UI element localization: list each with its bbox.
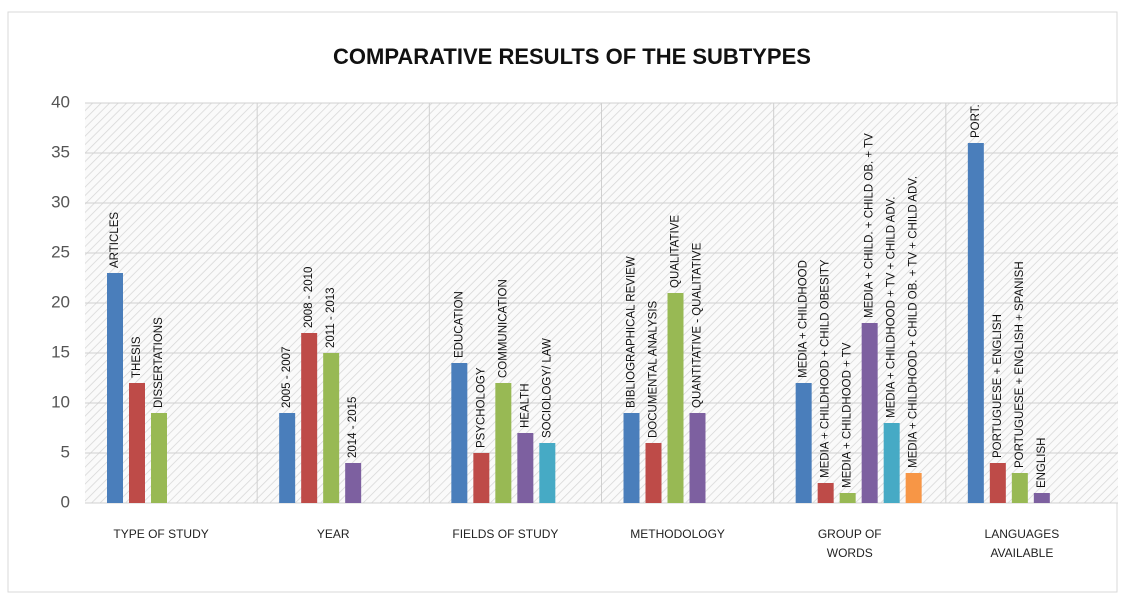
bar-label: 2008 - 2010 xyxy=(303,267,315,328)
bar xyxy=(645,443,662,503)
bar xyxy=(495,383,512,503)
bar-label: 2005 - 2007 xyxy=(281,347,293,408)
y-tick-label: 20 xyxy=(51,292,70,311)
bar xyxy=(861,323,878,503)
bar xyxy=(689,413,706,503)
bar xyxy=(345,463,362,503)
bar xyxy=(107,273,123,503)
bar-label: PORT. xyxy=(970,104,982,138)
bar-label: BIBLIOGRAPHICAL REVIEW xyxy=(626,256,638,408)
bar xyxy=(989,463,1006,503)
bar-label: MEDIA + CHILDHOOD + TV xyxy=(842,342,854,488)
bar xyxy=(473,453,490,503)
bar xyxy=(323,353,340,503)
bar-label: QUALITATIVE xyxy=(670,215,682,288)
y-tick-label: 30 xyxy=(51,192,70,211)
bar-label: PSYCHOLOGY xyxy=(475,367,487,448)
bar xyxy=(817,483,834,503)
bar xyxy=(795,383,812,503)
bar-label: PORTUGUESE + ENGLISH + SPANISH xyxy=(1014,261,1026,468)
bar xyxy=(517,433,534,503)
bar xyxy=(1011,473,1028,503)
bar xyxy=(839,493,856,503)
y-tick-label: 40 xyxy=(51,92,70,111)
y-tick-label: 35 xyxy=(51,142,70,161)
group-label: TYPE OF STUDY xyxy=(113,527,209,541)
bar-label: MEDIA + CHILDHOOD xyxy=(798,260,810,378)
y-tick-label: 10 xyxy=(51,392,70,411)
bar-label: SOCIOLOGY/ LAW xyxy=(541,338,553,438)
chart-title: COMPARATIVE RESULTS OF THE SUBTYPES xyxy=(333,44,811,69)
y-tick-label: 0 xyxy=(61,492,70,511)
bar xyxy=(151,413,167,503)
y-tick-label: 5 xyxy=(61,442,70,461)
bar-label: THESIS xyxy=(131,336,143,378)
bar-label: MEDIA + CHILDHOOD + CHILD OB. + TV + CHI… xyxy=(908,176,920,468)
bar-label: MEDIA + CHILDHOOD + TV + CHILD ADV. xyxy=(886,197,898,418)
group-label: YEAR xyxy=(316,527,350,541)
bar xyxy=(301,333,318,503)
bar xyxy=(451,363,468,503)
bar xyxy=(1033,493,1050,503)
bar-label: QUANTITATIVE - QUALITATIVE xyxy=(692,242,704,408)
bar xyxy=(667,293,684,503)
bar-label: MEDIA + CHILD. + CHILD OB. + TV xyxy=(864,133,876,318)
bar-label: DISSERTATIONS xyxy=(153,317,165,408)
y-tick-label: 15 xyxy=(51,342,70,361)
bar-label: ARTICLES xyxy=(109,212,121,268)
bar xyxy=(279,413,296,503)
bar xyxy=(883,423,900,503)
bar xyxy=(539,443,556,503)
bar-label: COMMUNICATION xyxy=(497,279,509,378)
group-label: FIELDS OF STUDY xyxy=(452,527,559,541)
group-label: METHODOLOGY xyxy=(630,527,725,541)
bar-label: 2011 - 2013 xyxy=(325,287,337,348)
bar xyxy=(623,413,640,503)
bar-label: 2014 - 2015 xyxy=(347,397,359,458)
group-label: GROUP OF WORDS xyxy=(817,527,882,560)
bar-label: MEDIA + CHILDHOOD + CHILD OBESITY xyxy=(820,259,832,478)
y-tick-label: 25 xyxy=(51,242,70,261)
bar xyxy=(129,383,145,503)
bar xyxy=(905,473,922,503)
bar-label: HEALTH xyxy=(519,383,531,428)
bar-label: PORTUGUESE + ENGLISH xyxy=(992,314,1004,458)
bar-label: DOCUMENTAL ANALYSIS xyxy=(648,300,660,438)
group-label: LANGUAGES AVAILABLE xyxy=(984,527,1060,560)
bar-label: EDUCATION xyxy=(453,291,465,358)
bar xyxy=(967,143,984,503)
bar-label: ENGLISH xyxy=(1036,438,1048,489)
